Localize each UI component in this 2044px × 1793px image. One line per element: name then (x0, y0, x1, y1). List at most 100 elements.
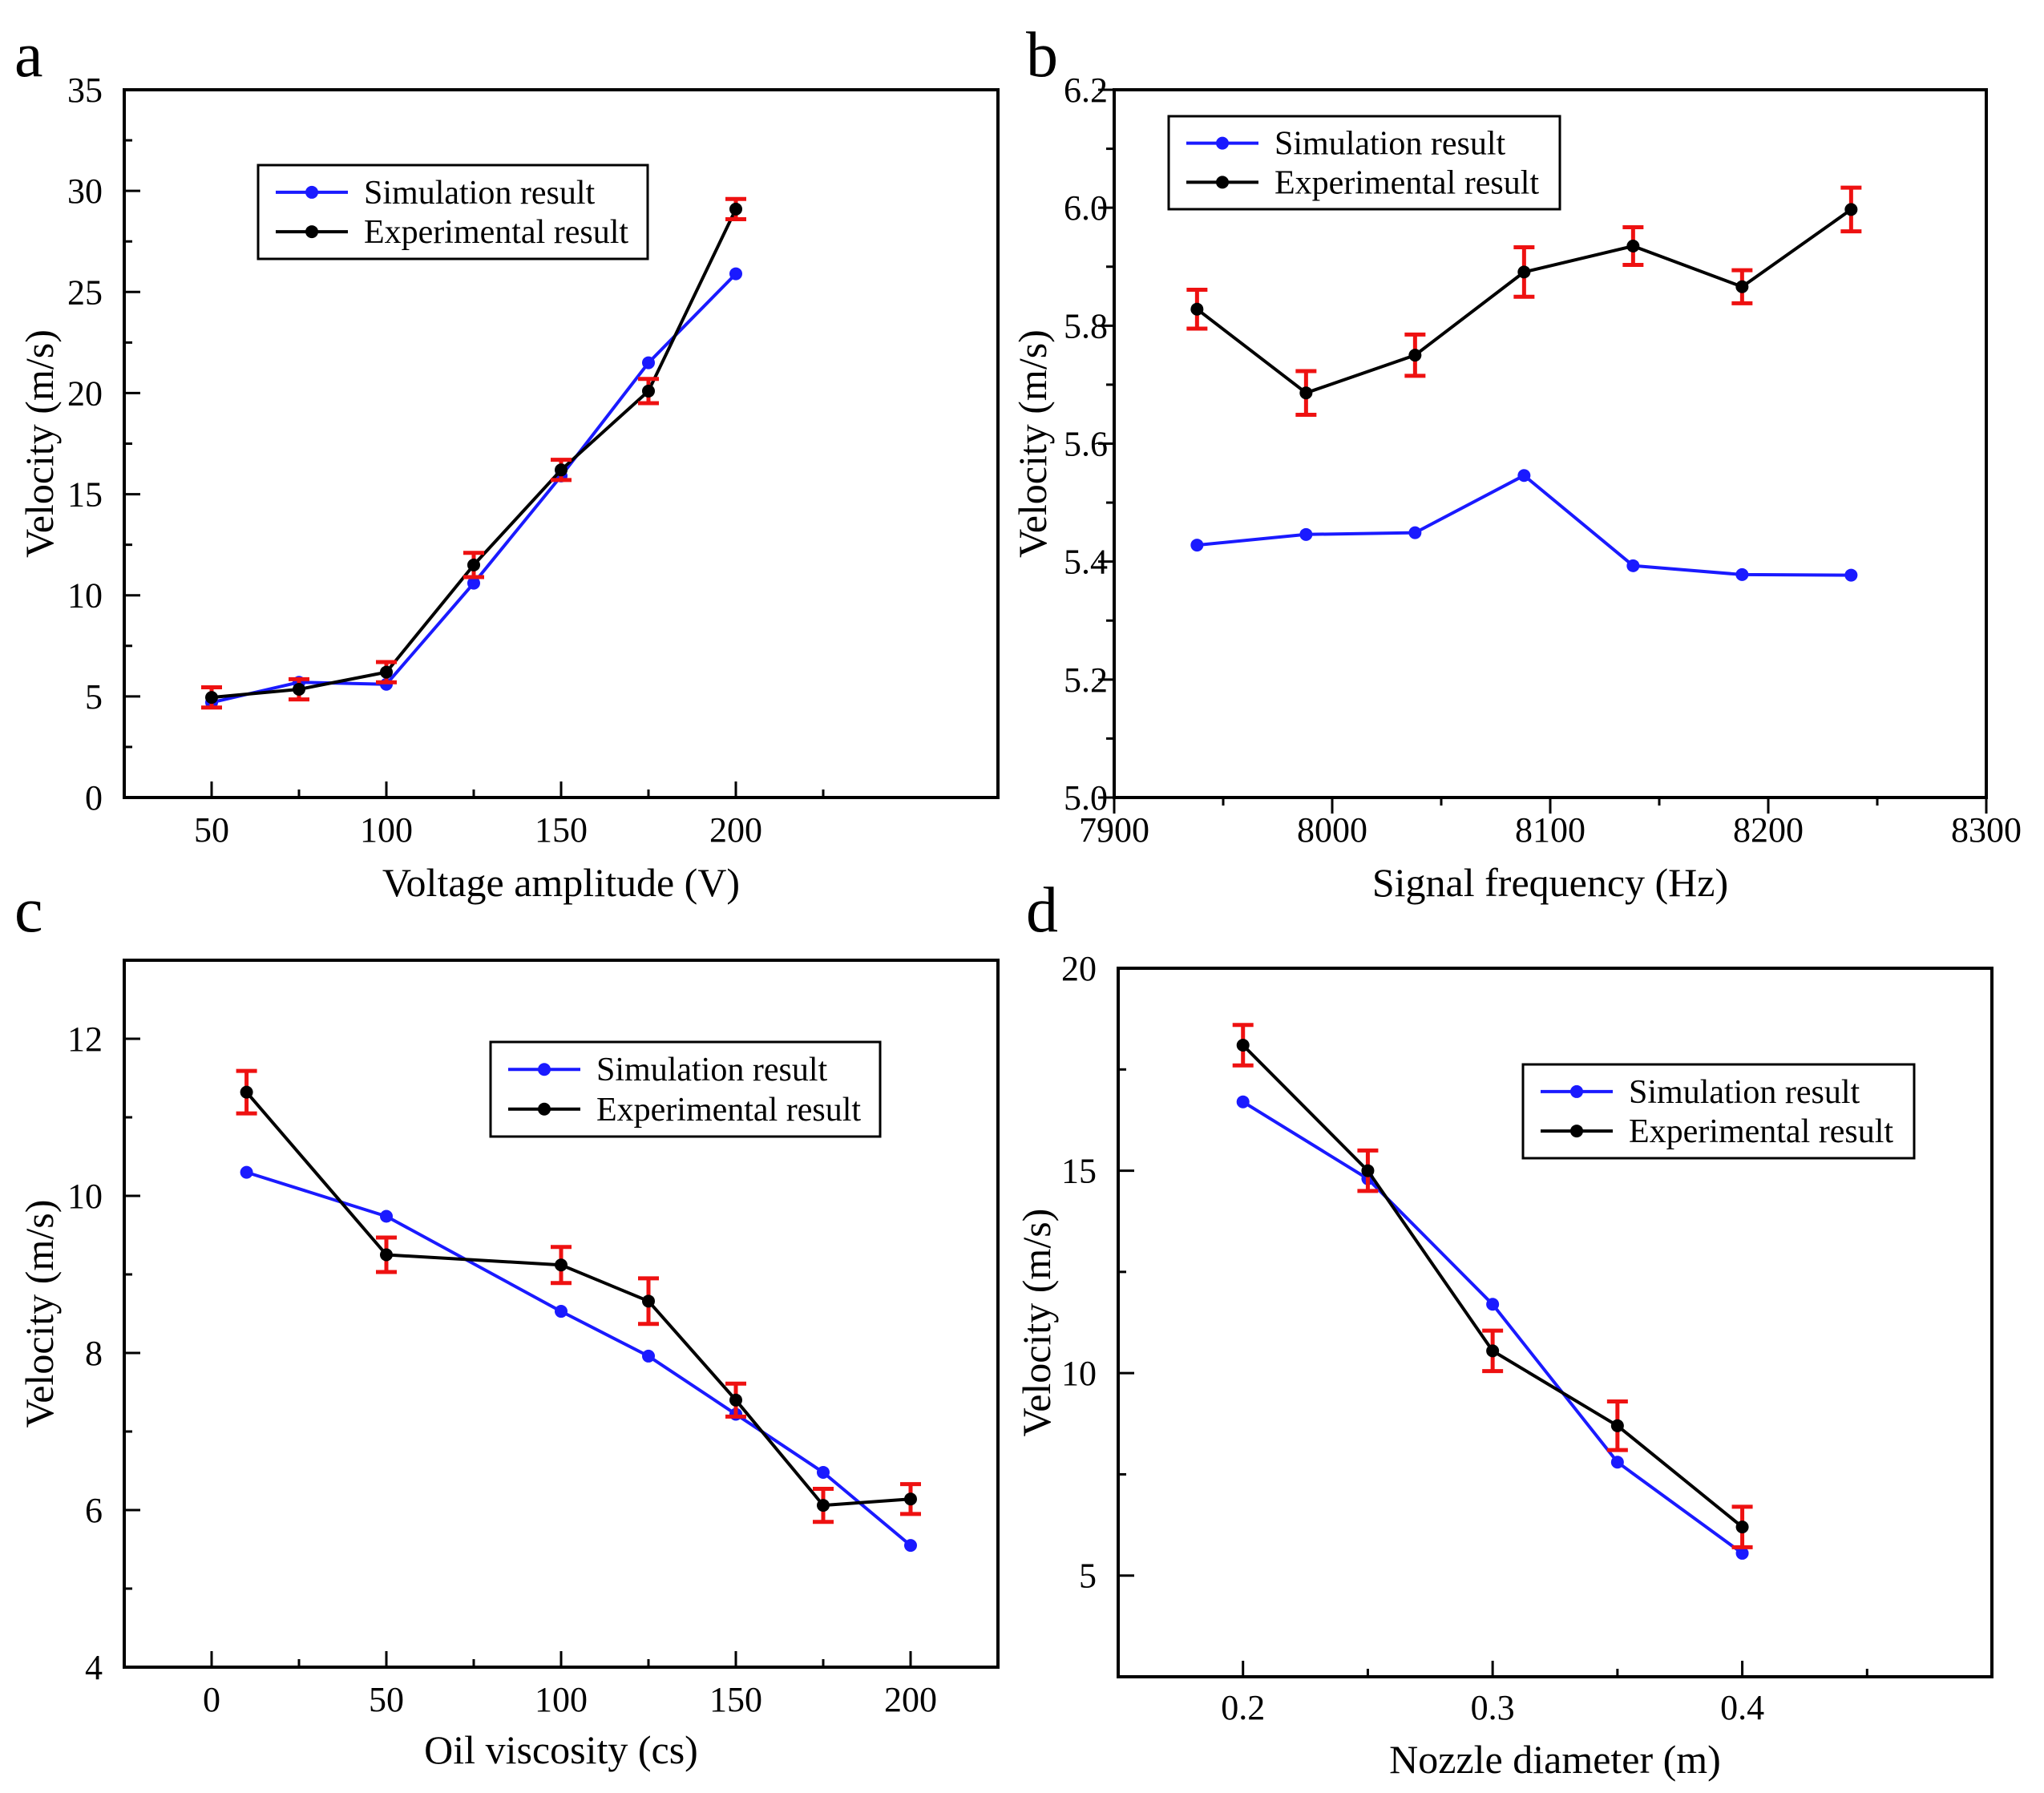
y-tick-label: 10 (1061, 1354, 1097, 1393)
experimental-series-line (245, 1091, 911, 1508)
simulation-data-point (1735, 567, 1749, 581)
legend-simulation-label: Simulation result (1274, 126, 1505, 163)
y-tick-label: 20 (1061, 949, 1097, 988)
simulation-data-point (240, 1165, 253, 1179)
chart-panel-b: b 7900 8000 8100 8200 8300 5.0 5.2 5.4 5.6 5.8 6.0 6… (1010, 20, 2022, 905)
experimental-data-point (1735, 1520, 1749, 1534)
experimental-data-point (1735, 280, 1749, 293)
simulation-data-point (642, 356, 655, 370)
experimental-data-point (1517, 265, 1531, 279)
experimental-data-point (642, 1294, 655, 1308)
simulation-series-line (1242, 1100, 1743, 1555)
experimental-data-point (729, 202, 742, 216)
x-tick-label: 150 (535, 810, 588, 850)
x-axis-label: Oil viscosity (cs) (424, 1727, 698, 1772)
experimental-data-point (1408, 349, 1422, 362)
legend-experimental-marker (1570, 1125, 1583, 1138)
x-tick-label: 150 (709, 1680, 762, 1719)
simulation-data-point (1610, 1456, 1624, 1469)
y-tick-label: 20 (67, 374, 103, 413)
simulation-data-point (1626, 559, 1640, 572)
legend-experimental-marker (305, 225, 318, 239)
simulation-data-point (642, 1349, 655, 1363)
y-tick-label: 5.2 (1064, 660, 1108, 700)
x-tick-label: 0 (203, 1680, 220, 1719)
y-axis-label: Velocity (m/s) (17, 1200, 62, 1428)
y-tick-label: 4 (85, 1648, 103, 1687)
experimental-data-point (1844, 203, 1858, 216)
experimental-data-point (1486, 1344, 1500, 1358)
experimental-data-point (555, 463, 568, 477)
legend-box (1521, 1063, 1916, 1160)
simulation-data-point (904, 1539, 917, 1553)
y-tick-label: 0 (85, 778, 103, 818)
experimental-data-point (205, 691, 218, 705)
legend-simulation-marker (1570, 1084, 1583, 1098)
y-tick-label: 15 (67, 475, 103, 515)
experimental-data-point (380, 665, 393, 679)
panel-letter: b (1026, 20, 1058, 91)
legend-simulation-label: Simulation result (364, 175, 595, 212)
legend-experimental-marker (538, 1102, 551, 1116)
simulation-data-point (1299, 527, 1313, 541)
x-axis-label: Nozzle diameter (m) (1389, 1737, 1721, 1782)
y-tick-label: 6 (85, 1491, 103, 1530)
legend-simulation-marker (538, 1063, 551, 1076)
y-axis-label: Velocity (m/s) (17, 329, 62, 558)
chart-panel-c: c 0 50 100 150 200 4 6 8 10 12 Oil viscosity (cs) Ve… (14, 875, 1000, 1772)
y-tick-label: 6.0 (1064, 188, 1108, 228)
experimental-data-point (1299, 386, 1313, 400)
experimental-data-point (1361, 1164, 1375, 1177)
y-tick-label: 10 (67, 1177, 103, 1216)
experimental-data-point (293, 683, 305, 697)
legend-simulation-label: Simulation result (596, 1052, 827, 1088)
y-tick-label: 12 (67, 1020, 103, 1059)
x-tick-label: 0.4 (1720, 1688, 1764, 1727)
y-tick-label: 5.6 (1064, 425, 1108, 464)
x-tick-label: 200 (884, 1680, 937, 1719)
simulation-data-point (467, 576, 480, 590)
y-axis-label: Velocity (m/s) (1014, 1209, 1059, 1437)
y-tick-label: 30 (67, 172, 103, 211)
experimental-data-point (904, 1492, 917, 1506)
simulation-data-point (1735, 1546, 1749, 1560)
experimental-data-point (1236, 1038, 1250, 1052)
experimental-data-point (555, 1258, 568, 1272)
x-tick-label: 8200 (1733, 810, 1804, 850)
simulation-series-line (211, 273, 737, 705)
y-tick-label: 8 (85, 1334, 103, 1373)
simulation-data-point (1408, 526, 1422, 539)
simulation-data-point (380, 1209, 393, 1223)
x-tick-label: 100 (360, 810, 413, 850)
experimental-data-point (1610, 1419, 1624, 1432)
simulation-data-point (1517, 469, 1531, 483)
legend-box (489, 1040, 882, 1138)
experimental-data-point (380, 1248, 393, 1262)
x-tick-label: 0.2 (1221, 1688, 1265, 1727)
simulation-data-point (817, 1465, 830, 1479)
legend-experimental-label: Experimental result (596, 1092, 861, 1129)
chart-panel-a: a 50 100 150 200 0 5 10 15 20 25 30 35 Voltage amplit… (14, 20, 1000, 905)
legend-experimental-label: Experimental result (364, 214, 628, 251)
plot-frame (1117, 967, 1994, 1678)
simulation-data-point (729, 267, 742, 281)
simulation-data-point (555, 1305, 568, 1319)
y-tick-label: 6.2 (1064, 71, 1108, 110)
y-tick-label: 5 (85, 677, 103, 717)
y-tick-label: 5.4 (1064, 543, 1108, 582)
legend-simulation-marker (1216, 136, 1229, 150)
y-tick-label: 5 (1079, 1557, 1097, 1596)
x-tick-label: 0.3 (1471, 1688, 1515, 1727)
legend-box (1167, 115, 1561, 211)
y-tick-label: 10 (67, 576, 103, 616)
y-tick-label: 5.0 (1064, 778, 1108, 818)
x-tick-label: 50 (194, 810, 229, 850)
y-tick-label: 35 (67, 71, 103, 110)
panel-letter: d (1026, 875, 1058, 946)
x-tick-label: 8300 (1951, 810, 2022, 850)
y-tick-label: 5.8 (1064, 306, 1108, 345)
chart-panel-d: d 0.2 0.3 0.4 5 10 15 20 Nozzle diameter (m) Velo… (1014, 875, 1994, 1782)
legend-simulation-marker (305, 185, 318, 199)
